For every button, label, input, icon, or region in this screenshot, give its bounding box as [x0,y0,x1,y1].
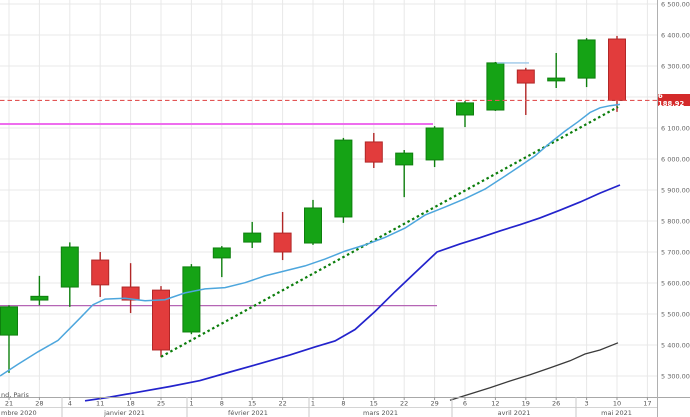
price-axis-label: 6 000.00 [661,156,690,164]
candle-week-4 [60,242,79,307]
candle-body [364,141,383,163]
candle-week-1 [182,264,201,335]
candle-body [30,295,49,301]
support-trendline-dotted [160,105,619,358]
week-tick-label[interactable]: 6 [463,400,467,408]
trend-black-layer [449,342,619,401]
candle-body [212,247,231,259]
price-axis-label: 6 500.00 [661,1,690,9]
week-tick-label[interactable]: 29 [430,400,438,408]
week-tick-label[interactable]: 15 [370,400,378,408]
candle-week-3 [577,38,596,88]
candle-body [60,246,79,288]
price-axis-label: 5 400.00 [661,342,690,350]
week-tick-label[interactable]: 10 [613,400,621,408]
month-label[interactable]: mars 2021 [363,409,398,417]
long-trend-line [449,342,619,401]
candle-week-6 [456,101,474,128]
week-tick-label[interactable]: 26 [552,400,560,408]
price-axis: 6 500.006 400.006 300.006 200.006 100.00… [661,1,690,381]
candle-week-15 [364,132,383,168]
price-axis-label: 5 700.00 [661,249,690,257]
price-axis-label: 5 300.00 [661,373,690,381]
instrument-label: nd, Paris [1,391,29,399]
candle-week-22 [395,150,414,198]
last-price-tag: 6 188,92 [658,92,690,108]
week-tick-label[interactable]: 1 [311,400,315,408]
price-axis-label: 6 400.00 [661,32,690,40]
price-axis-label: 5 500.00 [661,311,690,319]
moving-average-slow [84,184,621,402]
candle-week-22 [273,212,292,261]
candles-layer [0,35,626,373]
candle-body [577,39,596,79]
month-label[interactable]: mai 2021 [601,409,632,417]
week-tick-label[interactable]: 3 [585,400,589,408]
price-axis-label: 5 900.00 [661,187,690,195]
week-tick-label[interactable]: 15 [248,400,256,408]
week-tick-label[interactable]: 22 [278,400,286,408]
candle-body [243,232,262,243]
candle-body [273,232,292,253]
week-tick-label[interactable]: 25 [157,400,165,408]
candle-body [547,77,566,82]
candle-week-18 [121,263,140,314]
price-axis-label: 6 100.00 [661,125,690,133]
candle-week-28 [30,275,49,306]
week-tick-label[interactable]: 28 [35,400,43,408]
week-tick-label[interactable]: 8 [341,400,345,408]
month-label[interactable]: janvier 2021 [103,409,145,417]
candle-body [121,286,140,301]
candle-week-8 [212,246,231,278]
week-tick-label[interactable]: 8 [220,400,224,408]
week-tick-label[interactable]: 18 [126,400,134,408]
candle-body [304,207,322,244]
ma-fast-layer [0,103,621,377]
candle-week-26 [547,52,566,89]
candle-week-12 [486,61,505,111]
gridlines [0,0,657,397]
candle-week-11 [91,252,110,297]
candle-body [91,259,110,286]
week-tick-label[interactable]: 12 [491,400,499,408]
month-label[interactable]: février 2021 [228,409,268,417]
candle-week-8 [334,137,353,223]
ma-slow-layer [84,184,621,402]
candle-body [456,102,474,116]
candle-body [395,152,414,166]
candle-week-25 [152,286,170,358]
candle-body [608,38,626,101]
candle-week-19 [516,67,535,115]
week-tick-label[interactable]: 17 [643,400,651,408]
week-tick-label[interactable]: 11 [96,400,104,408]
trendline-layer [160,105,619,358]
candle-body [182,266,201,333]
candle-week-1 [304,199,322,245]
price-axis-label: 6 300.00 [661,63,690,71]
moving-average-fast [0,103,621,377]
candle-week-29 [425,126,444,168]
candle-body [334,139,353,218]
week-tick-label[interactable]: 4 [68,400,72,408]
price-axis-label: 5 600.00 [661,280,690,288]
week-tick-label[interactable]: 21 [5,400,13,408]
candle-body [152,289,170,351]
horizontal-levels [0,122,437,307]
candle-body [516,69,535,84]
candle-week-21 [0,305,18,373]
candle-body [425,127,444,161]
candle-week-15 [243,221,262,248]
week-tick-label[interactable]: 1 [189,400,193,408]
month-label[interactable]: avril 2021 [498,409,531,417]
candle-body [486,62,505,111]
price-axis-label: 5 800.00 [661,218,690,226]
week-tick-label[interactable]: 22 [400,400,408,408]
month-label[interactable]: mbre 2020 [1,409,37,417]
candle-body [0,306,18,336]
week-tick-label[interactable]: 19 [522,400,530,408]
